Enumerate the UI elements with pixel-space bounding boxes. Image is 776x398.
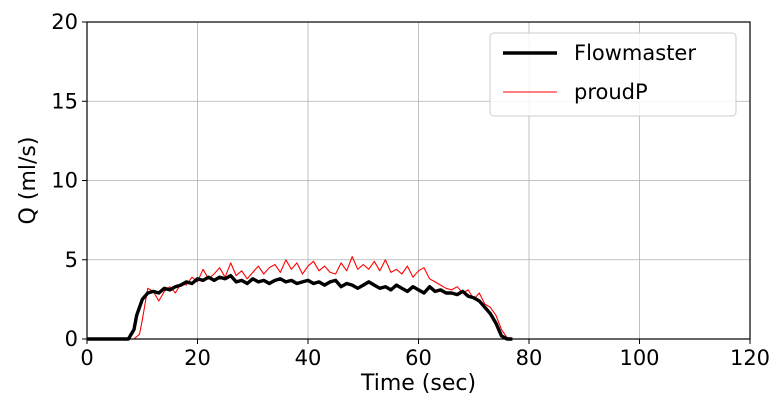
x-axis-label: Time (sec) <box>360 371 476 396</box>
series-line-proudp <box>87 256 518 340</box>
y-tick-label: 15 <box>51 89 78 113</box>
y-axis-label: Q (ml/s) <box>16 137 41 225</box>
legend-label-proudp: proudP <box>574 80 648 104</box>
series-line-flowmaster <box>87 273 513 341</box>
x-tick-label: 100 <box>619 346 659 370</box>
x-tick-label: 0 <box>80 346 93 370</box>
y-tick-label: 0 <box>65 327 78 351</box>
x-tick-label: 120 <box>730 346 770 370</box>
y-tick-label: 5 <box>65 248 78 272</box>
legend-label-flowmaster: Flowmaster <box>574 41 696 65</box>
x-tick-label: 20 <box>184 346 211 370</box>
x-tick-label: 80 <box>516 346 543 370</box>
y-tick-label: 20 <box>51 10 78 34</box>
x-tick-label: 60 <box>405 346 432 370</box>
legend: Flowmaster proudP <box>489 32 737 117</box>
x-tick-label: 40 <box>295 346 322 370</box>
axis-ticks: 0 20 40 60 80 100 120 0 5 10 15 20 <box>51 10 770 370</box>
y-tick-label: 10 <box>51 169 78 193</box>
series-layer <box>87 256 518 341</box>
